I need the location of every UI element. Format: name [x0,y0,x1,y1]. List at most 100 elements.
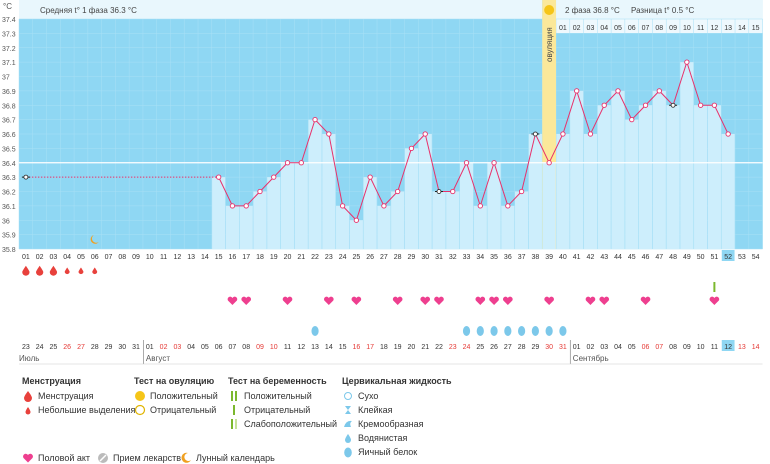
date-label: 18 [380,344,388,351]
cycle-day-label: 20 [284,254,292,261]
cycle-day-label: 41 [573,254,581,261]
legend-pregnancy-test: Тест на беременность Положительный Отриц… [228,376,337,431]
cycle-day-label: 07 [105,254,113,261]
cycle-day-label: 15 [215,254,223,261]
temperature-column [404,148,419,249]
date-label: 02 [160,344,168,351]
y-tick-label: 37.4 [2,17,16,24]
temperature-point [560,131,566,137]
heart-icon [23,453,33,463]
date-label: 31 [559,344,567,351]
temperature-column [515,191,529,249]
menstruation-drop-icon [22,390,34,402]
legend-moon: Лунный календарь [180,452,275,464]
month-label: Июль [19,354,39,363]
temperature-point [326,131,332,137]
heart-icon [709,296,720,305]
temperature-point [312,116,318,123]
pill-icon [98,453,108,463]
cycle-day-label: 32 [449,254,457,261]
y-tick-label: 37.1 [2,60,16,67]
temperature-point [670,102,676,108]
cycle-day-label: 04 [63,254,71,261]
legend-ovulation-positive: Положительный [150,391,218,401]
heart-icon [392,296,403,305]
current-day-highlight [721,250,735,261]
y-tick-label: 36 [2,218,10,225]
heart-icon [324,296,334,305]
heart-icon [241,296,252,305]
legend-intercourse-label: Половой акт [38,453,91,463]
date-label: 23 [22,344,30,351]
cycle-day-label: 53 [738,254,746,261]
moon-icon [181,452,191,463]
egg-white-icon [462,326,471,336]
axis-labels: 37.4 37.3 37.2 37.1 37 36.9 36.8 36.7 36.6 36.5 36… [2,17,763,365]
date-label: 05 [201,344,209,351]
date-label: 02 [587,344,595,351]
date-label: 11 [711,344,718,351]
pregnancy-negative-icon [228,404,240,416]
date-label: 14 [325,344,333,351]
temperature-column [446,191,460,249]
cycle-day-label: 16 [229,254,237,261]
temperature-point [216,174,222,180]
temperature-point [243,203,249,209]
y-tick-label: 36.6 [2,132,16,139]
ovulation-label: овуляция [545,27,554,62]
temperature-column [391,191,405,249]
cycle-day-label: 36 [504,254,512,261]
temperature-column [680,62,694,249]
post-ovulation-day: 14 [738,25,746,32]
temperature-column [239,205,253,249]
legend-cervical-fluid: Цервикальная жидкость Сухо Клейкая Кремо… [342,376,452,459]
date-label: 10 [697,344,705,351]
temperature-point [546,160,552,166]
temperature-point [422,131,428,137]
date-label: 07 [229,344,237,351]
temperature-point [229,203,236,209]
cycle-day-label: 03 [50,254,58,261]
cycle-day-label: 51 [710,254,718,261]
heart-icon [544,296,554,305]
temperature-point [298,160,304,166]
units-label: °C [3,2,12,11]
temperature-points[interactable] [21,59,731,223]
temperature-column [583,134,598,249]
post-ovulation-day: 13 [724,25,732,32]
date-label: 29 [105,344,113,351]
pregnancy-weak-icon [228,418,240,430]
legend-medication-label: Прием лекарств [113,453,182,463]
temperature-column [459,162,474,249]
legend-egg-white: Яичный белок [358,447,418,457]
temperature-column [611,90,625,249]
chart-grid: овуляция [18,0,763,250]
date-label: 22 [435,344,443,351]
temperature-point [477,203,483,209]
creamy-icon [342,418,354,430]
temperature-column [570,90,584,249]
cycle-day-label: 37 [518,254,526,261]
svg-text:Разница t° 0.5 °C: Разница t° 0.5 °C [631,6,694,15]
post-ovulation-row [556,19,763,33]
temperature-column [267,177,281,249]
cycle-day-label: 22 [311,254,319,261]
legend-menstruation: Менструация Менструация Небольшие выделе… [22,376,135,417]
temperature-point [518,188,525,195]
day-markers [22,235,720,336]
cycle-day-label: 09 [132,254,140,261]
heart-icon [503,296,513,305]
legend-light-discharge-item: Небольшие выделения [38,405,136,415]
temperature-column [666,105,680,249]
phase1-value: 36.3 °C [110,6,137,15]
temperature-point [615,88,621,94]
temperature-point [381,203,387,209]
temperature-column [707,105,721,249]
temperature-point [532,131,538,137]
post-ovulation-day: 09 [669,25,677,32]
temperature-column [542,162,556,249]
legend-medication: Прием лекарств [97,452,181,464]
legend-ovulation-test-title: Тест на овуляцию [134,376,215,386]
cycle-day-label: 13 [187,254,195,261]
post-ovulation-day: 05 [614,25,622,32]
